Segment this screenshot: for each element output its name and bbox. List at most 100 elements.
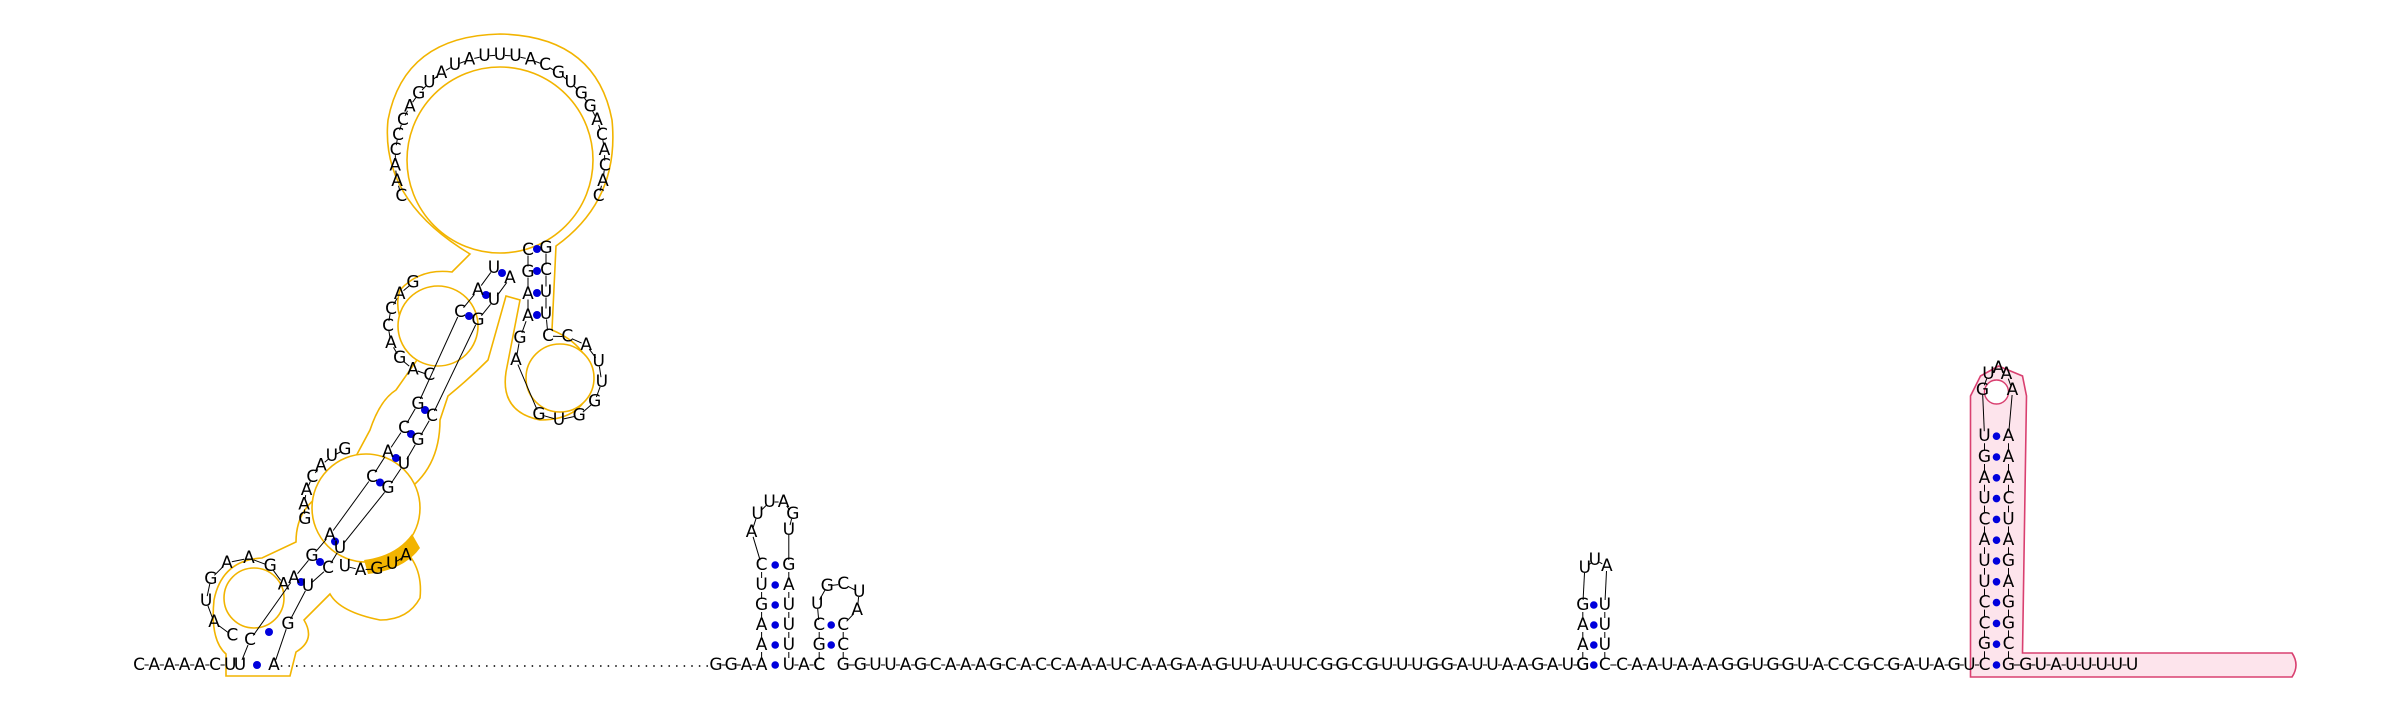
nucleotide-linker: A (1646, 655, 1658, 675)
nucleotide-3prime-tail: A (2050, 655, 2062, 675)
nucleotide-apical-loop: C (539, 55, 551, 75)
nucleotide-linker: G (1170, 655, 1183, 675)
nucleotide-linker: U (869, 655, 881, 675)
nucleotide-hairpin-1-loop: U (751, 504, 763, 524)
nucleotide-terminator-stem: C (1979, 655, 1991, 675)
basal-loop-outline (223, 567, 285, 629)
nucleotide-internal-loop: G (406, 273, 419, 293)
nucleotide-linker: A (960, 655, 972, 675)
side-hairpin-outline (525, 343, 595, 413)
connector-dot (311, 665, 313, 667)
nucleotide-linker: G (1887, 655, 1900, 675)
base-pair-dot (771, 641, 779, 649)
backbone-bond (417, 370, 425, 374)
nucleotide-terminator-stem: G (2002, 593, 2015, 613)
nucleotide-linker: A (1457, 655, 1469, 675)
backbone-bond (1582, 572, 1585, 601)
connector-dot (303, 665, 306, 667)
backbone-bond (390, 468, 402, 484)
nucleotide-linker: G (1366, 655, 1379, 675)
nucleotide-side-stem-left: A (522, 284, 534, 304)
nucleotide-stem-left: A (472, 280, 484, 300)
backbone-bond (562, 75, 568, 80)
backbone-bond (395, 170, 397, 177)
nucleotide-linker: U (1110, 655, 1122, 675)
nucleotide-basal-loop: A (243, 548, 255, 568)
backbone-bond (549, 67, 555, 71)
backbone-bond (1982, 394, 1985, 432)
connector-dot (280, 665, 283, 667)
nucleotide-multi-loop: G (338, 440, 351, 460)
backbone-bond (2007, 378, 2012, 386)
nucleotide-hairpin-3-stem: A (1577, 615, 1589, 635)
connector-dot (463, 665, 465, 667)
connector-dot (326, 665, 329, 667)
nucleotide-apical-loop: C (392, 125, 404, 145)
backbone-bond (421, 85, 427, 91)
base-pair-dot (331, 537, 339, 546)
nucleotide-linker: A (1692, 655, 1704, 675)
base-pair-dot (1590, 641, 1598, 649)
backbone-bond (1992, 370, 1995, 372)
nucleotide-stem-right: U (302, 576, 314, 596)
internal-loop-outline (397, 285, 479, 367)
nucleotide-3prime-tail: U (2126, 655, 2138, 675)
nucleotide-terminator-stem: U (1978, 572, 1990, 592)
nucleotide-multi-loop: U (326, 446, 338, 466)
nucleotide-multi-loop: U (339, 556, 351, 576)
backbone-bond (819, 590, 826, 600)
connector-dot (501, 665, 503, 667)
backbone-bond (311, 571, 325, 583)
base-pair-dot (265, 628, 273, 636)
nucleotide-linker: A (1933, 655, 1945, 675)
nucleotide-terminator-loop: A (1993, 358, 2005, 378)
backbone-bond (315, 538, 327, 553)
backbone-bond (571, 338, 582, 344)
nucleotide-linker: G (1441, 655, 1454, 675)
nucleotide-multi-loop: A (355, 560, 367, 580)
nucleotide-hairpin-1-stem: U (783, 615, 795, 635)
connector-dot (554, 665, 557, 667)
backbone-bond (598, 366, 602, 378)
backbone-bond (272, 569, 282, 581)
nucleotide-linker: G (914, 655, 927, 675)
nucleotide-side-loop: G (573, 405, 586, 425)
base-pair-dot (1992, 536, 2001, 544)
nucleotide-hairpin-2-loop: C (837, 574, 849, 594)
nucleotide-linker: A (1502, 655, 1514, 675)
nucleotide-hairpin-2-stem: C (837, 635, 849, 655)
backbone-bond (857, 596, 860, 606)
nucleotide-linker: C (1616, 655, 1628, 675)
nucleotide-linker: U (1381, 655, 1393, 675)
nucleotide-5prime-tail: A (194, 655, 206, 675)
backbone-bond (399, 124, 402, 131)
backbone-bond (752, 536, 761, 561)
nucleotide-linker: C (813, 655, 825, 675)
backbone-bond (521, 321, 527, 333)
backbone-bond (847, 585, 855, 591)
nucleotide-side-stem-right: U (540, 282, 552, 302)
backbone-bonds (144, 54, 2127, 667)
connector-dot (539, 665, 541, 667)
backbone-bond (1588, 562, 1592, 566)
connector-dot (409, 665, 412, 667)
base-pair-dot (533, 311, 541, 319)
nucleotide-apical-loop: C (599, 156, 611, 176)
backbone-bond (374, 456, 386, 473)
connector-dot (295, 665, 298, 667)
backbone-bond (393, 347, 398, 355)
nucleotide-linker: G (854, 655, 867, 675)
nucleotide-3prime-tail: U (2111, 655, 2123, 675)
nucleotide-linker: C (1351, 655, 1363, 675)
base-pair-dot (316, 558, 324, 566)
base-pair-dots (253, 245, 2001, 669)
nucleotide-stem-right: G (411, 430, 424, 450)
nucleotide-side-stem-left: G (513, 328, 526, 348)
nucleotide-linker: A (1095, 655, 1107, 675)
base-pair-dot (421, 406, 429, 414)
nucleotide-linker: A (1186, 655, 1198, 675)
nucleotide-basal-loop: A (278, 574, 290, 594)
nucleotide-apical-loop: C (390, 140, 402, 160)
connector-dot (371, 665, 374, 667)
